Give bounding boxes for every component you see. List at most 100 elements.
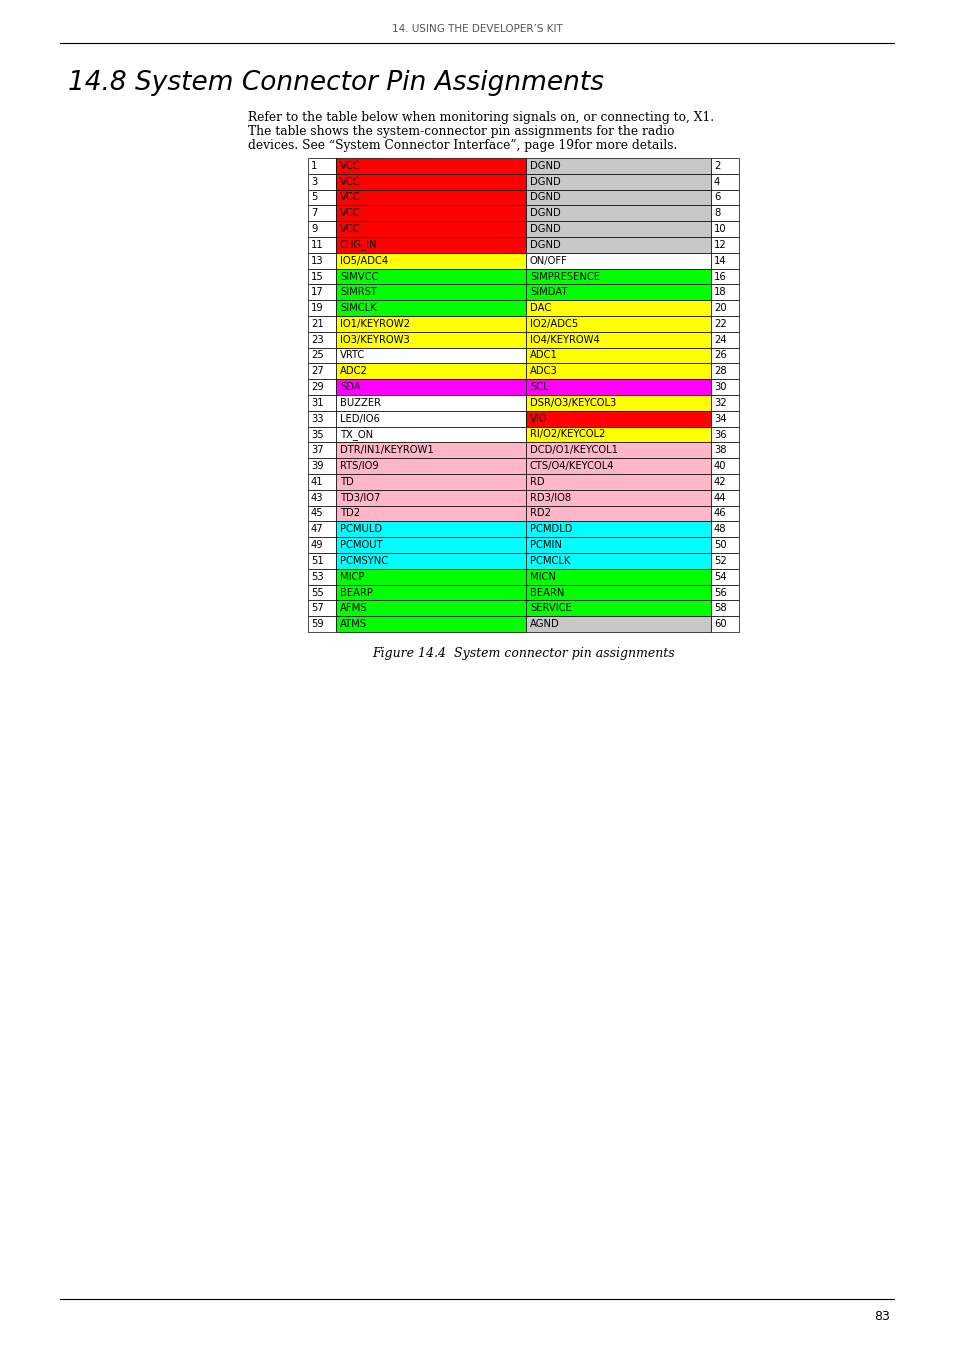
Text: MICN: MICN: [530, 571, 556, 582]
Text: IO5/ADC4: IO5/ADC4: [339, 255, 388, 266]
Bar: [335, 505, 525, 521]
Text: 27: 27: [311, 366, 323, 377]
Text: 36: 36: [713, 430, 726, 439]
Text: BEARN: BEARN: [530, 588, 564, 597]
Bar: [710, 585, 739, 600]
Bar: [335, 442, 525, 458]
Bar: [710, 538, 739, 553]
Bar: [308, 253, 335, 269]
Text: 50: 50: [713, 540, 726, 550]
Text: SIMDAT: SIMDAT: [530, 288, 567, 297]
Text: 53: 53: [311, 571, 323, 582]
Bar: [710, 332, 739, 347]
Text: 24: 24: [713, 335, 726, 345]
Text: 22: 22: [713, 319, 726, 328]
Bar: [308, 490, 335, 505]
Bar: [710, 236, 739, 253]
Bar: [525, 269, 710, 285]
Bar: [525, 222, 710, 236]
Text: VCC: VCC: [339, 177, 360, 186]
Text: DCD/O1/KEYCOL1: DCD/O1/KEYCOL1: [530, 446, 618, 455]
Bar: [525, 300, 710, 316]
Text: VCC: VCC: [339, 192, 360, 203]
Text: 49: 49: [311, 540, 323, 550]
Text: 10: 10: [713, 224, 726, 234]
Bar: [710, 174, 739, 189]
Text: DTR/IN1/KEYROW1: DTR/IN1/KEYROW1: [339, 446, 434, 455]
Text: IO4/KEYROW4: IO4/KEYROW4: [530, 335, 599, 345]
Bar: [525, 158, 710, 174]
Text: 30: 30: [713, 382, 726, 392]
Text: PCMOUT: PCMOUT: [339, 540, 382, 550]
Text: 41: 41: [311, 477, 323, 486]
Text: 43: 43: [311, 493, 323, 503]
Bar: [335, 158, 525, 174]
Text: VRTC: VRTC: [339, 350, 365, 361]
Text: SIMVCC: SIMVCC: [339, 272, 378, 281]
Text: PCMCLK: PCMCLK: [530, 555, 570, 566]
Bar: [710, 363, 739, 380]
Bar: [710, 427, 739, 442]
Bar: [525, 332, 710, 347]
Bar: [335, 285, 525, 300]
Text: 29: 29: [311, 382, 323, 392]
Text: 28: 28: [713, 366, 726, 377]
Bar: [710, 285, 739, 300]
Text: 16: 16: [713, 272, 726, 281]
Bar: [308, 269, 335, 285]
Text: 38: 38: [713, 446, 726, 455]
Bar: [308, 236, 335, 253]
Text: 1: 1: [311, 161, 317, 170]
Bar: [308, 521, 335, 538]
Bar: [335, 300, 525, 316]
Text: DSR/O3/KEYCOL3: DSR/O3/KEYCOL3: [530, 399, 616, 408]
Text: 25: 25: [311, 350, 323, 361]
Bar: [335, 205, 525, 222]
Text: MICP: MICP: [339, 571, 364, 582]
Text: 7: 7: [311, 208, 317, 219]
Bar: [525, 380, 710, 394]
Text: 13: 13: [311, 255, 323, 266]
Bar: [308, 585, 335, 600]
Text: SDA: SDA: [339, 382, 360, 392]
Bar: [525, 474, 710, 490]
Bar: [525, 442, 710, 458]
Bar: [710, 490, 739, 505]
Text: 55: 55: [311, 588, 323, 597]
Bar: [308, 569, 335, 585]
Text: SIMCLK: SIMCLK: [339, 303, 376, 313]
Bar: [335, 347, 525, 363]
Bar: [525, 236, 710, 253]
Bar: [335, 474, 525, 490]
Text: 6: 6: [713, 192, 720, 203]
Bar: [308, 553, 335, 569]
Text: DGND: DGND: [530, 224, 560, 234]
Text: 12: 12: [713, 240, 726, 250]
Bar: [710, 347, 739, 363]
Bar: [308, 380, 335, 394]
Bar: [308, 538, 335, 553]
Text: ADC2: ADC2: [339, 366, 368, 377]
Text: ADC3: ADC3: [530, 366, 558, 377]
Bar: [308, 332, 335, 347]
Bar: [335, 553, 525, 569]
Text: SIMRST: SIMRST: [339, 288, 376, 297]
Text: 54: 54: [713, 571, 726, 582]
Bar: [335, 222, 525, 236]
Text: 47: 47: [311, 524, 323, 534]
Bar: [710, 316, 739, 332]
Text: SIMPRESENCE: SIMPRESENCE: [530, 272, 599, 281]
Bar: [335, 236, 525, 253]
Bar: [525, 458, 710, 474]
Text: 45: 45: [311, 508, 323, 519]
Text: 59: 59: [311, 619, 323, 630]
Bar: [710, 553, 739, 569]
Text: 58: 58: [713, 604, 726, 613]
Bar: [525, 205, 710, 222]
Text: BEARP: BEARP: [339, 588, 373, 597]
Text: RI/O2/KEYCOL2: RI/O2/KEYCOL2: [530, 430, 605, 439]
Text: VCC: VCC: [339, 161, 360, 170]
Bar: [335, 585, 525, 600]
Text: IO2/ADC5: IO2/ADC5: [530, 319, 578, 328]
Bar: [710, 458, 739, 474]
